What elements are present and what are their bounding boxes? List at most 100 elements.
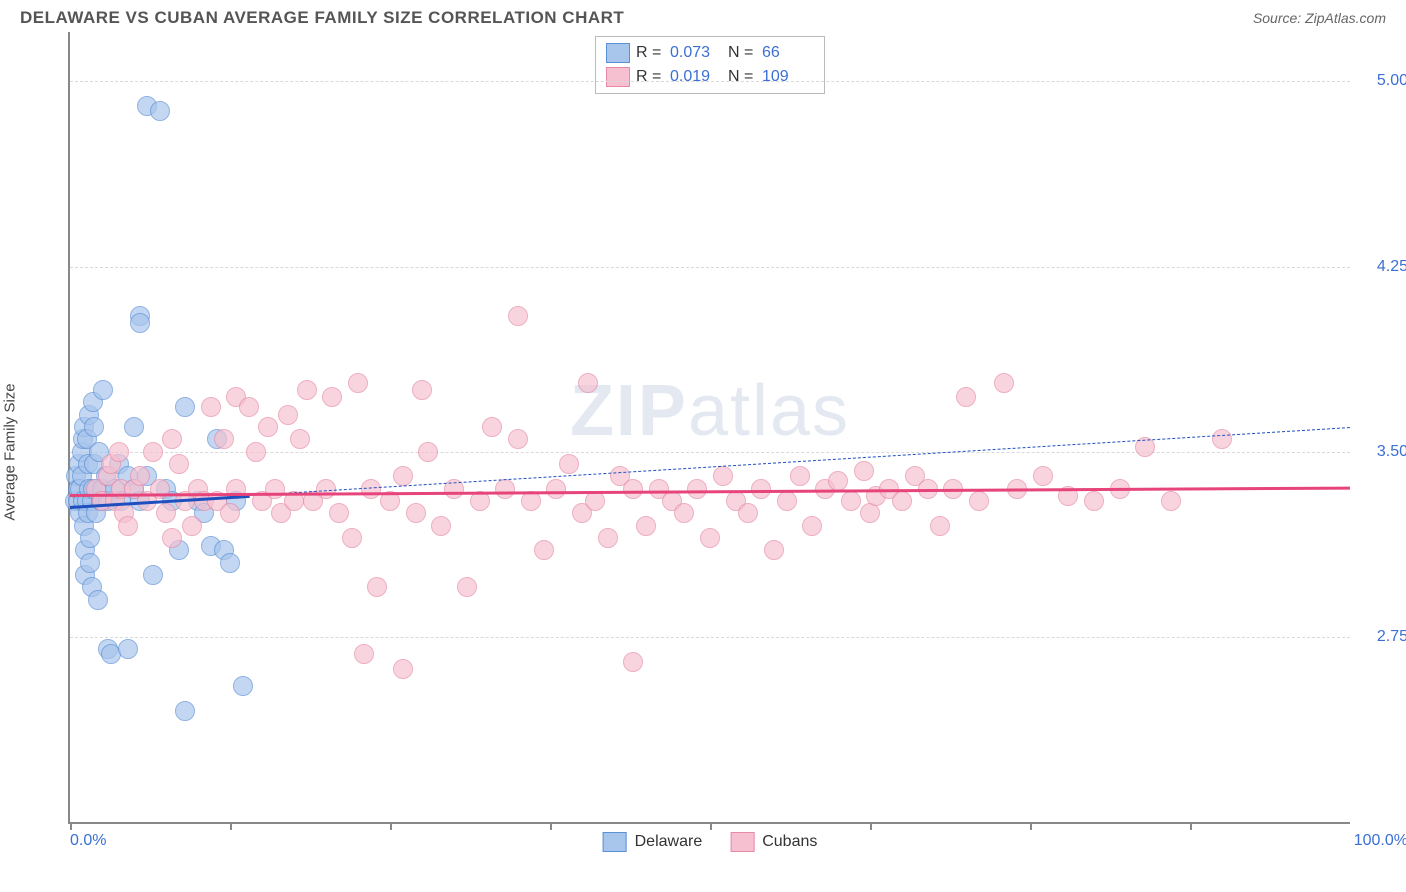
x-tick xyxy=(1190,822,1192,830)
data-point xyxy=(118,639,138,659)
data-point xyxy=(700,528,720,548)
data-point xyxy=(406,503,426,523)
data-point xyxy=(143,442,163,462)
data-point xyxy=(598,528,618,548)
data-point xyxy=(457,577,477,597)
y-tick-label: 2.75 xyxy=(1377,628,1406,646)
legend-swatch xyxy=(606,67,630,87)
data-point xyxy=(246,442,266,462)
data-point xyxy=(841,491,861,511)
legend-label: Delaware xyxy=(635,833,703,851)
data-point xyxy=(393,659,413,679)
legend-item: Delaware xyxy=(603,832,703,852)
data-point xyxy=(316,479,336,499)
data-point xyxy=(80,528,100,548)
data-point xyxy=(130,313,150,333)
data-point xyxy=(233,676,253,696)
data-point xyxy=(623,479,643,499)
data-point xyxy=(1084,491,1104,511)
data-point xyxy=(162,528,182,548)
legend-label: Cubans xyxy=(762,833,817,851)
data-point xyxy=(674,503,694,523)
x-tick xyxy=(870,822,872,830)
data-point xyxy=(354,644,374,664)
data-point xyxy=(546,479,566,499)
data-point xyxy=(687,479,707,499)
legend-stats: R =0.073N =66R =0.019N =109 xyxy=(595,36,825,94)
y-tick-label: 4.25 xyxy=(1377,258,1406,276)
y-tick-label: 5.00 xyxy=(1377,72,1406,90)
legend-swatch xyxy=(606,43,630,63)
legend-swatch xyxy=(730,832,754,852)
data-point xyxy=(956,387,976,407)
data-point xyxy=(860,503,880,523)
data-point xyxy=(585,491,605,511)
data-point xyxy=(182,516,202,536)
x-axis-label-min: 0.0% xyxy=(70,832,106,850)
data-point xyxy=(892,491,912,511)
data-point xyxy=(854,461,874,481)
chart-container: Average Family Size ZIPatlas R =0.073N =… xyxy=(20,32,1386,872)
legend-item: Cubans xyxy=(730,832,817,852)
data-point xyxy=(930,516,950,536)
data-point xyxy=(80,553,100,573)
legend-stats-row: R =0.019N =109 xyxy=(606,65,814,89)
data-point xyxy=(214,429,234,449)
data-point xyxy=(348,373,368,393)
x-tick xyxy=(550,822,552,830)
x-tick xyxy=(710,822,712,830)
data-point xyxy=(84,417,104,437)
data-point xyxy=(175,701,195,721)
watermark: ZIPatlas xyxy=(570,370,850,452)
chart-header: DELAWARE VS CUBAN AVERAGE FAMILY SIZE CO… xyxy=(0,0,1406,32)
data-point xyxy=(1033,466,1053,486)
data-point xyxy=(559,454,579,474)
data-point xyxy=(93,380,113,400)
data-point xyxy=(751,479,771,499)
data-point xyxy=(508,306,528,326)
data-point xyxy=(713,466,733,486)
legend-swatch xyxy=(603,832,627,852)
data-point xyxy=(220,553,240,573)
data-point xyxy=(297,380,317,400)
x-tick xyxy=(70,822,72,830)
data-point xyxy=(777,491,797,511)
data-point xyxy=(623,652,643,672)
data-point xyxy=(1212,429,1232,449)
data-point xyxy=(636,516,656,536)
legend-series: Delaware Cubans xyxy=(603,832,818,852)
data-point xyxy=(124,417,144,437)
data-point xyxy=(418,442,438,462)
data-point xyxy=(258,417,278,437)
data-point xyxy=(162,429,182,449)
gridline xyxy=(70,267,1350,268)
data-point xyxy=(169,454,189,474)
legend-stats-row: R =0.073N =66 xyxy=(606,41,814,65)
data-point xyxy=(508,429,528,449)
data-point xyxy=(367,577,387,597)
data-point xyxy=(578,373,598,393)
data-point xyxy=(109,442,129,462)
data-point xyxy=(322,387,342,407)
data-point xyxy=(118,516,138,536)
plot-area: ZIPatlas R =0.073N =66R =0.019N =109 Del… xyxy=(68,32,1350,824)
data-point xyxy=(431,516,451,536)
gridline xyxy=(70,637,1350,638)
y-axis-label: Average Family Size xyxy=(2,383,19,520)
chart-title: DELAWARE VS CUBAN AVERAGE FAMILY SIZE CO… xyxy=(20,8,624,28)
data-point xyxy=(88,590,108,610)
data-point xyxy=(220,503,240,523)
gridline xyxy=(70,81,1350,82)
data-point xyxy=(393,466,413,486)
data-point xyxy=(790,466,810,486)
data-point xyxy=(130,466,150,486)
data-point xyxy=(201,397,221,417)
x-axis-label-max: 100.0% xyxy=(1354,832,1406,850)
y-tick-label: 3.50 xyxy=(1377,443,1406,461)
data-point xyxy=(329,503,349,523)
data-point xyxy=(342,528,362,548)
x-tick xyxy=(230,822,232,830)
data-point xyxy=(278,405,298,425)
data-point xyxy=(1161,491,1181,511)
data-point xyxy=(994,373,1014,393)
